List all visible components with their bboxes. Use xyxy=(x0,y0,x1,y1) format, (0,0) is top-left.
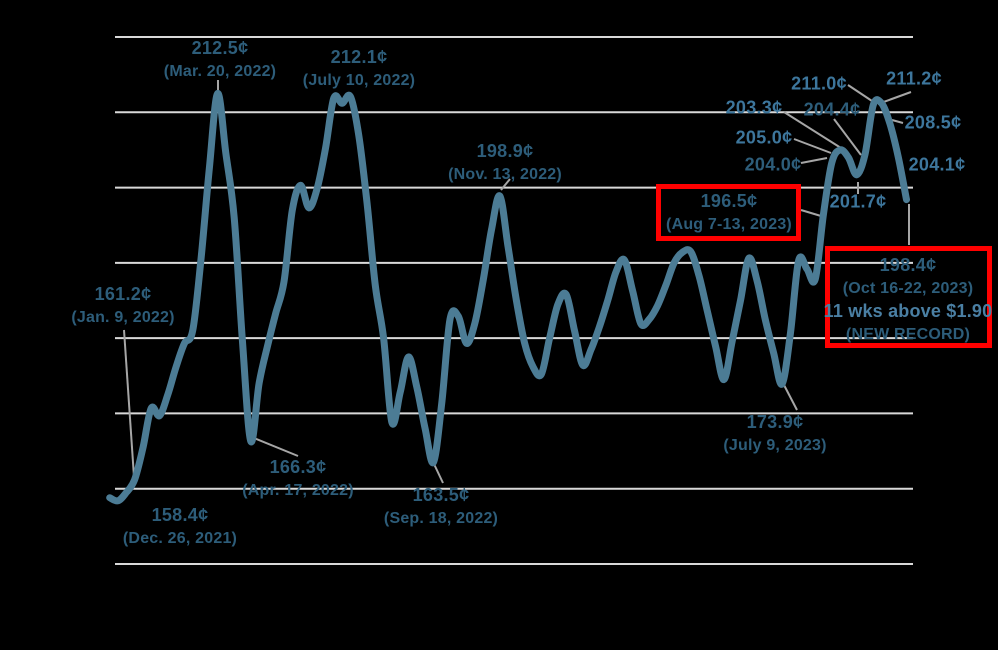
annotation-leader-line xyxy=(800,157,828,164)
annotation-value: 166.3¢ xyxy=(269,457,327,477)
annotation-204-4: 204.4¢ xyxy=(804,99,861,122)
annotation-208-5: 208.5¢ xyxy=(905,112,962,135)
annotation-date: (Sep. 18, 2022) xyxy=(383,510,499,527)
annotation-leader-line xyxy=(891,119,904,124)
annotation-value: 198.9¢ xyxy=(476,141,534,161)
annotation-204-0: 204.0¢ xyxy=(745,154,802,177)
annotation-value: 204.0¢ xyxy=(744,154,802,175)
annotation-date: (Jan. 9, 2022) xyxy=(71,309,175,326)
annotation-low-apr-17-2022: 166.3¢ (Apr. 17, 2022) xyxy=(242,456,354,502)
annotation-leader-line xyxy=(253,437,299,457)
annotation-date: (Aug 7-13, 2023) xyxy=(666,216,792,233)
annotation-value: 205.0¢ xyxy=(735,127,793,148)
annotation-record-label: (NEW RECORD) xyxy=(845,326,971,343)
annotation-leader-line xyxy=(783,111,842,149)
annotation-note: 11 wks above $1.90 xyxy=(823,301,993,321)
annotation-value: 196.5¢ xyxy=(700,191,758,211)
annotation-leader-line xyxy=(793,138,832,154)
highlight-box-oct-2023-record xyxy=(825,246,992,348)
annotation-205-0: 205.0¢ xyxy=(736,127,793,150)
annotation-low-sep-18-2022: 163.5¢ (Sep. 18, 2022) xyxy=(384,484,498,530)
annotation-peak-mar-20-2022: 212.5¢ (Mar. 20, 2022) xyxy=(164,37,276,83)
annotation-204-1: 204.1¢ xyxy=(909,154,966,177)
annotation-low-jul-9-2023: 173.9¢ (July 9, 2023) xyxy=(723,411,826,457)
annotation-date: (Apr. 17, 2022) xyxy=(242,482,354,499)
annotation-date: (Mar. 20, 2022) xyxy=(163,63,277,80)
annotation-peak-jul-10-2022: 212.1¢ (July 10, 2022) xyxy=(303,46,415,92)
annotation-value: 204.1¢ xyxy=(908,154,966,175)
annotation-value: 163.5¢ xyxy=(412,485,470,505)
annotation-value: 173.9¢ xyxy=(746,412,804,432)
annotation-low-dec-26-2021: 158.4¢ (Dec. 26, 2021) xyxy=(123,504,237,550)
highlight-box-aug-2023 xyxy=(656,184,801,241)
annotation-leader-line xyxy=(833,118,862,156)
annotation-value: 201.7¢ xyxy=(829,191,887,212)
weekly-price-line xyxy=(106,89,910,505)
annotation-date: (Nov. 13, 2022) xyxy=(448,166,562,183)
annotation-jan-9-2022: 161.2¢ (Jan. 9, 2022) xyxy=(71,283,174,329)
annotation-value: 161.2¢ xyxy=(94,284,152,304)
annotation-value: 158.4¢ xyxy=(151,505,209,525)
annotation-date: (Dec. 26, 2021) xyxy=(122,530,238,547)
annotation-oct-16-22-2023-record: 198.4¢ (Oct 16-22, 2023) 11 wks above $1… xyxy=(824,254,993,346)
annotation-211-0: 211.0¢ xyxy=(791,73,847,96)
annotation-date: (July 9, 2023) xyxy=(723,437,827,454)
annotation-value: 208.5¢ xyxy=(904,112,962,133)
annotation-date: (July 10, 2022) xyxy=(302,72,416,89)
annotation-value: 203.3¢ xyxy=(725,97,783,118)
annotation-value: 198.4¢ xyxy=(879,255,937,275)
annotation-203-3: 203.3¢ xyxy=(726,97,783,120)
annotation-peak-nov-13-2022: 198.9¢ (Nov. 13, 2022) xyxy=(448,140,562,186)
annotation-211-2: 211.2¢ xyxy=(886,68,942,91)
annotation-aug-7-13-2023-highlight: 196.5¢ (Aug 7-13, 2023) xyxy=(666,190,792,236)
annotation-leader-line xyxy=(500,178,511,191)
leader-lines xyxy=(123,80,912,484)
annotation-value: 204.4¢ xyxy=(803,99,861,120)
annotation-value: 211.2¢ xyxy=(886,68,942,89)
annotation-value: 212.5¢ xyxy=(191,38,249,58)
annotation-value: 212.1¢ xyxy=(330,47,388,67)
price-curve xyxy=(106,89,910,505)
annotation-date: (Oct 16-22, 2023) xyxy=(842,280,974,297)
annotation-leader-line xyxy=(783,384,798,411)
annotation-leader-line xyxy=(433,463,444,484)
annotation-leader-line xyxy=(123,329,135,478)
annotation-leader-line xyxy=(800,209,822,217)
annotation-leader-line xyxy=(847,84,873,102)
annotation-value: 211.0¢ xyxy=(791,73,847,94)
annotation-201-7: 201.7¢ xyxy=(830,191,887,214)
